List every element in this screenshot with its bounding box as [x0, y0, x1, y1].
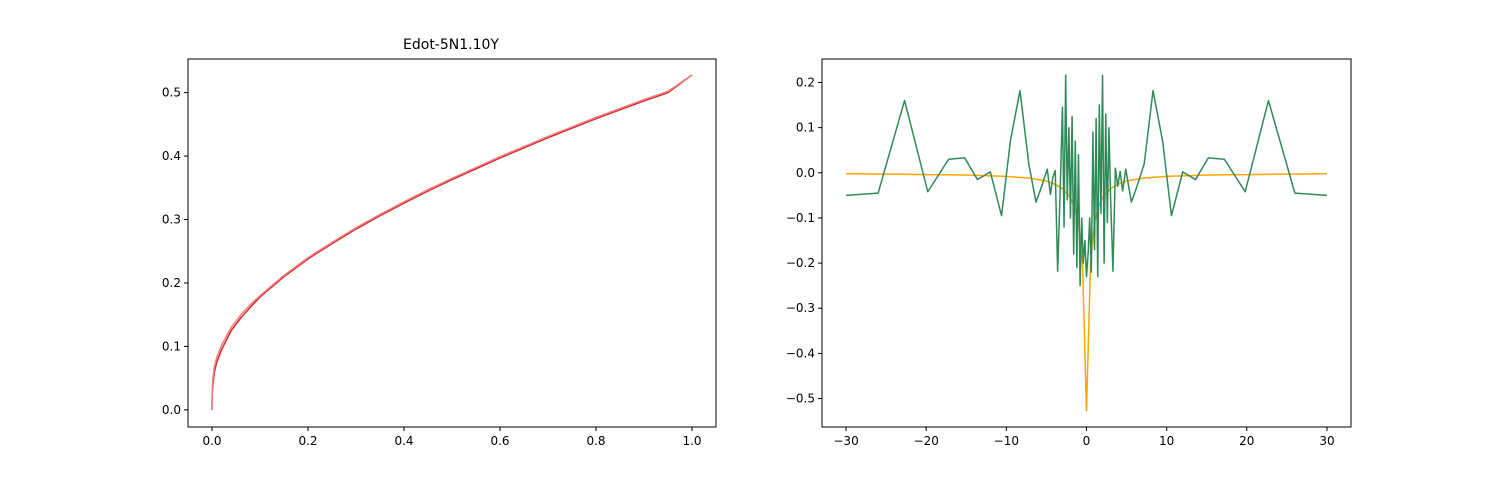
chart-left-ytick-label: 0.2 [162, 276, 181, 290]
chart-left-series-group [211, 74, 693, 410]
chart-right-series-group [845, 74, 1328, 412]
chart-left-ytick-label: 0.5 [162, 86, 181, 100]
chart-right-ytick-label: 0.2 [796, 75, 815, 89]
chart-right-xtick-label: −20 [914, 434, 939, 448]
chart-right-xtick-label: 30 [1319, 434, 1334, 448]
chart-left-ticks-group: 0.0 0.2 0.4 0.6 0.8 1.0 0.0 0.1 0.2 0.3 0.4 0.5 [162, 86, 702, 448]
chart-right-ytick-label: −0.2 [786, 256, 815, 270]
chart-right-xtick-label: 0 [1083, 434, 1091, 448]
chart-right-series-green-series [845, 74, 1328, 287]
chart-left-ytick-label: 0.3 [162, 213, 181, 227]
chart-right-ytick-label: 0.1 [796, 121, 815, 135]
chart-right-ticks-group: −30 −20 −10 0 10 20 30 −0.5 −0.4 −0.3 −0.2 −0.1 0.0 0… [786, 75, 1335, 448]
chart-left-xtick-label: 0.6 [490, 434, 509, 448]
chart-right-xtick-label: 20 [1239, 434, 1254, 448]
chart-left-title: Edot-5N1.10Y [403, 37, 499, 53]
chart-right-xtick-label: −10 [994, 434, 1019, 448]
chart-left-ytick-label: 0.4 [162, 149, 181, 163]
chart-right-ytick-label: −0.3 [786, 301, 815, 315]
chart-right-series-orange-series [846, 172, 1327, 412]
chart-left-xtick-label: 0.0 [202, 434, 221, 448]
chart-left-frame [187, 58, 717, 428]
chart-left-ytick-label: 0.0 [162, 403, 181, 417]
chart-right-ytick-label: 0.0 [796, 166, 815, 180]
chart-right-xtick-label: −30 [833, 434, 858, 448]
chart-left-xtick-label: 1.0 [682, 434, 701, 448]
chart-right-ytick-label: −0.1 [786, 211, 815, 225]
chart-left-ytick-label: 0.1 [162, 339, 181, 353]
chart-right-ytick-label: −0.4 [786, 346, 815, 360]
chart-left-xtick-label: 0.2 [298, 434, 317, 448]
chart-right: −30 −20 −10 0 10 20 30 −0.5 −0.4 −0.3 −0.2 −0.1 0.0 0… [786, 58, 1352, 448]
chart-left-series-curve-a [211, 74, 693, 410]
chart-right-frame [821, 58, 1352, 428]
chart-left-series-curve-b [211, 74, 693, 410]
chart-right-ytick-label: −0.5 [786, 392, 815, 406]
chart-left: Edot-5N1.10Y 0.0 0.2 0.4 0.6 0.8 1.0 0.0 0.1 0.2… [162, 37, 717, 448]
chart-left-xtick-label: 0.4 [394, 434, 413, 448]
chart-left-xtick-label: 0.8 [586, 434, 605, 448]
chart-right-xtick-label: 10 [1159, 434, 1174, 448]
